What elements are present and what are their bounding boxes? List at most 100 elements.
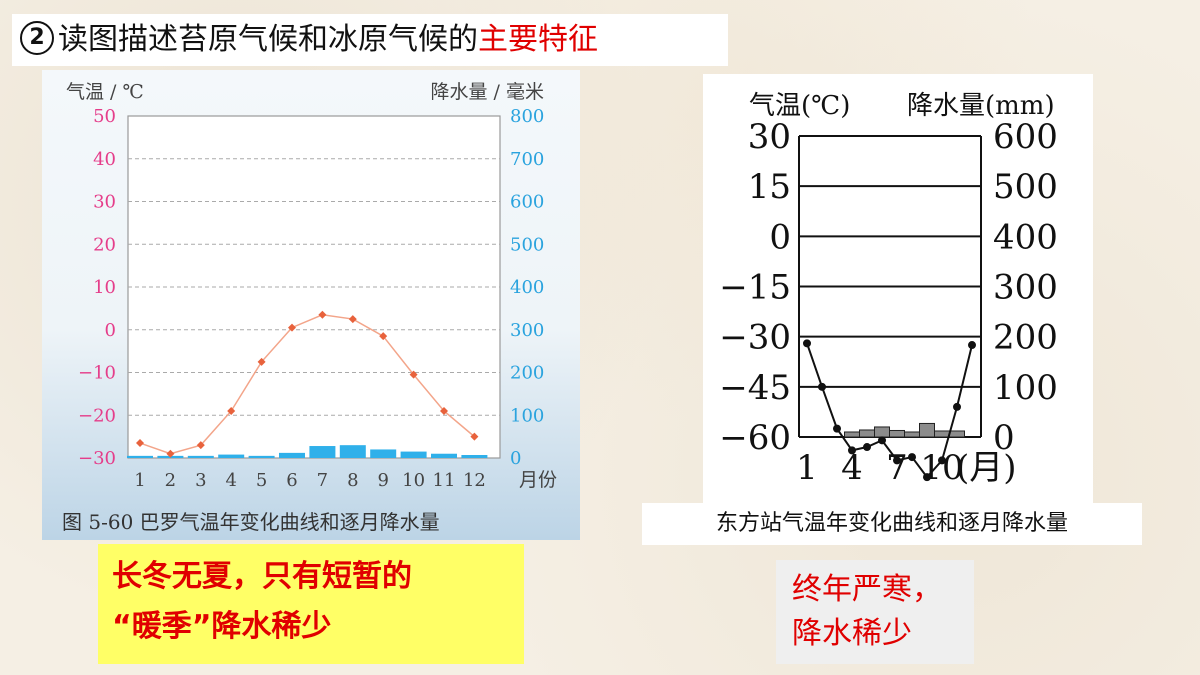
precip-tick-label: 100 bbox=[510, 405, 544, 426]
precip-tick-label: 600 bbox=[510, 192, 544, 213]
temp-point bbox=[227, 406, 236, 415]
tundra-answer-line2: “暖季”降水稀少 bbox=[112, 609, 332, 644]
month-tick-label: 1 bbox=[796, 448, 818, 488]
precip-tick-label: 400 bbox=[993, 217, 1058, 257]
temp-axis-label: 气温(℃) bbox=[749, 91, 850, 121]
precip-tick-label: 400 bbox=[510, 277, 544, 298]
temp-tick-label: 0 bbox=[769, 217, 791, 257]
precip-bar bbox=[431, 453, 457, 458]
temp-point bbox=[878, 436, 886, 445]
precip-bar bbox=[339, 445, 366, 458]
precip-tick-label: 0 bbox=[510, 448, 521, 469]
temp-point bbox=[923, 473, 931, 482]
temp-tick-label: −30 bbox=[719, 318, 791, 358]
temp-tick-label: 40 bbox=[93, 149, 116, 170]
temp-point bbox=[288, 323, 296, 332]
month-tick-label: 3 bbox=[195, 470, 206, 491]
precip-bar bbox=[844, 431, 860, 438]
temp-tick-label: −20 bbox=[78, 405, 116, 426]
barrow-climate-chart: 50403020100−10−20−3080070060050040030020… bbox=[42, 70, 580, 540]
temp-point bbox=[938, 456, 946, 465]
month-tick-label: 4 bbox=[225, 470, 236, 491]
precip-tick-label: 600 bbox=[993, 117, 1058, 157]
month-tick-label: 9 bbox=[377, 470, 388, 491]
precip-bar bbox=[127, 455, 153, 458]
temp-point bbox=[803, 339, 811, 348]
precip-tick-label: 300 bbox=[510, 320, 544, 341]
month-axis-label: (月) bbox=[956, 448, 1017, 488]
precip-bar bbox=[248, 455, 275, 458]
temp-point bbox=[348, 315, 357, 324]
temp-point bbox=[953, 402, 961, 411]
month-tick-label: 4 bbox=[841, 448, 863, 488]
tundra-answer-box: 长冬无夏，只有短暂的 “暖季”降水稀少 bbox=[98, 544, 524, 664]
precip-bar bbox=[218, 454, 245, 458]
ice-answer-line2: 降水稀少 bbox=[792, 616, 912, 651]
temp-line bbox=[139, 314, 475, 455]
temp-tick-label: 30 bbox=[93, 192, 116, 213]
precip-axis-label: 降水量(mm) bbox=[907, 91, 1055, 121]
temp-point bbox=[833, 424, 841, 433]
temp-point bbox=[470, 432, 479, 441]
temp-tick-label: 15 bbox=[748, 167, 791, 207]
precip-bar bbox=[904, 431, 920, 438]
temp-point bbox=[440, 406, 448, 415]
vostok-climate-chart: 30 15 0 −15 −30 −45 −60 600 500 400 300 200 100 0 气温(℃… bbox=[703, 74, 1093, 504]
precip-bar bbox=[187, 455, 214, 458]
month-tick-label: 10 bbox=[402, 470, 425, 491]
month-tick-label: 5 bbox=[256, 470, 267, 491]
temp-line bbox=[806, 343, 973, 479]
precip-bar bbox=[461, 455, 488, 458]
temp-tick-label: 10 bbox=[93, 277, 116, 298]
temp-point bbox=[196, 441, 205, 450]
precip-bar bbox=[874, 426, 890, 438]
temp-tick-label: −45 bbox=[719, 368, 791, 408]
month-tick-label: 7 bbox=[886, 448, 908, 488]
temp-tick-label: 20 bbox=[93, 234, 116, 255]
tundra-answer-line1: 长冬无夏，只有短暂的 bbox=[112, 559, 412, 594]
precip-tick-label: 200 bbox=[993, 318, 1058, 358]
temp-tick-label: −10 bbox=[78, 363, 116, 384]
temp-point bbox=[863, 443, 871, 452]
precip-bar bbox=[889, 429, 905, 438]
temp-tick-label: −15 bbox=[719, 268, 791, 308]
ice-answer-box: 终年严寒， 降水稀少 bbox=[776, 560, 974, 664]
question-number: 2 bbox=[20, 20, 54, 55]
temp-point bbox=[379, 332, 388, 341]
temp-point bbox=[409, 370, 418, 379]
month-tick-label: 8 bbox=[347, 470, 358, 491]
precip-tick-label: 0 bbox=[993, 418, 1015, 458]
precip-tick-label: 500 bbox=[510, 234, 544, 255]
temp-point bbox=[908, 453, 916, 462]
precip-tick-label: 700 bbox=[510, 149, 544, 170]
month-tick-label: 11 bbox=[433, 470, 456, 491]
month-tick-label: 6 bbox=[286, 470, 297, 491]
temp-point bbox=[257, 357, 266, 366]
precip-bar bbox=[919, 422, 935, 438]
precip-bar bbox=[279, 452, 305, 458]
question-title: 2 读图描述苔原气候和冰原气候的主要特征 bbox=[12, 14, 728, 66]
temp-point bbox=[318, 310, 327, 319]
temp-point bbox=[893, 456, 901, 465]
temp-point bbox=[166, 449, 175, 458]
temp-point bbox=[848, 446, 856, 455]
month-axis-label: 月份 bbox=[519, 469, 557, 491]
ice-answer-line1: 终年严寒， bbox=[792, 572, 942, 607]
month-tick-label: 1 bbox=[134, 470, 145, 491]
precip-bar bbox=[309, 446, 336, 458]
temp-tick-label: 50 bbox=[93, 106, 116, 127]
precip-bar bbox=[400, 451, 427, 458]
barrow-chart-caption: 图 5-60 巴罗气温年变化曲线和逐月降水量 bbox=[62, 510, 440, 534]
precip-axis-label: 降水量 / 毫米 bbox=[431, 81, 544, 103]
month-tick-label: 10 bbox=[920, 448, 963, 488]
precip-bar bbox=[949, 430, 965, 438]
temp-tick-label: −30 bbox=[78, 448, 116, 469]
precip-tick-label: 800 bbox=[510, 106, 544, 127]
temp-tick-label: 30 bbox=[748, 117, 791, 157]
title-highlight: 主要特征 bbox=[478, 22, 598, 57]
precip-tick-label: 300 bbox=[993, 268, 1058, 308]
month-tick-label: 7 bbox=[317, 470, 328, 491]
temp-axis-label: 气温 / ℃ bbox=[66, 81, 144, 103]
temp-point bbox=[818, 382, 826, 391]
precip-tick-label: 100 bbox=[993, 368, 1058, 408]
